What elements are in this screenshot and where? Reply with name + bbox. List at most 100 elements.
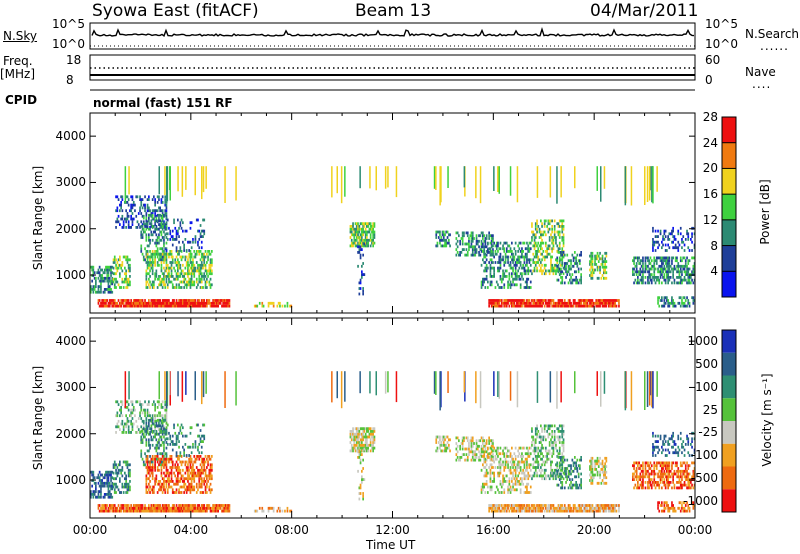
velocity-cell — [173, 491, 175, 494]
power-cell — [182, 255, 184, 259]
power-cell — [100, 276, 102, 280]
power-cell — [175, 261, 178, 264]
power-cell — [482, 258, 484, 262]
power-cell — [658, 243, 661, 247]
power-cell — [120, 195, 122, 199]
power-cell — [194, 266, 197, 270]
velocity-cell — [211, 506, 213, 510]
power-cell — [159, 304, 161, 308]
power-cell — [362, 233, 364, 237]
power-cell — [543, 230, 546, 234]
power-cell — [125, 195, 127, 199]
velocity-cell — [211, 468, 213, 472]
power-cell — [557, 247, 560, 251]
power-cell — [286, 304, 289, 308]
velocity-cell — [129, 488, 131, 492]
power-cell — [647, 281, 649, 285]
power-cell — [198, 280, 201, 284]
velocity-cell — [484, 457, 487, 461]
power-cell — [168, 277, 170, 281]
velocity-cell — [171, 466, 174, 469]
velocity-cell — [178, 509, 180, 513]
velocity-cell — [180, 485, 183, 489]
power-cell — [603, 299, 605, 302]
power-cell — [532, 299, 535, 302]
power-cell — [605, 299, 608, 302]
power-cell — [541, 301, 543, 305]
power-cell — [115, 263, 117, 267]
velocity-cell — [160, 474, 163, 478]
power-cell — [170, 280, 173, 284]
velocity-cell — [148, 443, 150, 447]
power-cell — [110, 288, 112, 291]
power-cell — [505, 301, 508, 305]
power-cell — [159, 226, 161, 229]
power-cell — [156, 213, 159, 217]
power-cell — [146, 244, 149, 248]
power-cell — [668, 301, 671, 305]
velocity-cell — [364, 438, 367, 442]
power-cell — [661, 240, 663, 244]
velocity-cell — [193, 506, 196, 510]
power-cell — [553, 225, 556, 228]
velocity-cell — [127, 482, 130, 486]
power-cell — [166, 304, 169, 308]
velocity-cell — [484, 482, 487, 486]
power-cell — [137, 223, 140, 226]
power-cell — [209, 252, 212, 256]
velocity-cell — [490, 488, 493, 492]
power-cell — [163, 238, 165, 242]
power-cell — [154, 214, 156, 218]
power-cell — [470, 231, 473, 235]
velocity-cell — [483, 444, 485, 448]
power-cell — [580, 299, 582, 302]
power-cell — [161, 272, 164, 276]
power-cell — [514, 263, 517, 267]
power-cell — [448, 241, 450, 245]
power-cell — [681, 281, 683, 285]
power-cell — [219, 299, 222, 302]
power-cell — [604, 265, 606, 269]
velocity-cell — [163, 441, 165, 444]
velocity-cell — [164, 403, 167, 406]
power-cell — [533, 255, 536, 259]
power-cell — [115, 272, 117, 276]
power-cell — [369, 222, 372, 226]
velocity-cell — [192, 488, 194, 492]
velocity-cell — [177, 474, 179, 478]
velocity-cell — [371, 443, 373, 447]
power-cell — [183, 272, 185, 276]
velocity-cell — [148, 418, 150, 422]
velocity-cell — [206, 457, 208, 461]
velocity-cell — [146, 411, 149, 415]
power-cell — [655, 276, 658, 279]
velocity-cell — [110, 479, 112, 482]
velocity-cell — [199, 429, 202, 432]
power-cell — [489, 280, 492, 284]
power-cell — [485, 250, 488, 253]
power-cell — [130, 203, 132, 207]
power-cell — [475, 242, 478, 246]
power-cell — [108, 304, 111, 308]
velocity-cell — [446, 441, 449, 444]
power-cell — [146, 280, 149, 284]
power-cell — [160, 216, 163, 220]
power-cell — [543, 225, 546, 228]
velocity-cell — [184, 460, 187, 464]
power-streak — [440, 166, 442, 203]
power-cell — [563, 253, 566, 257]
velocity-cell — [471, 444, 474, 448]
power-cell — [542, 230, 545, 234]
power-cell — [153, 261, 155, 264]
power-cell — [170, 269, 173, 273]
velocity-cell — [203, 466, 206, 469]
power-cell — [552, 247, 555, 251]
velocity-cell — [154, 403, 156, 406]
power-cell — [179, 286, 182, 289]
velocity-cell — [209, 474, 212, 478]
velocity-cell — [97, 506, 100, 510]
velocity-cell — [153, 491, 155, 494]
power-cell — [677, 262, 680, 265]
power-cell — [158, 258, 160, 262]
power-cell — [464, 253, 466, 257]
